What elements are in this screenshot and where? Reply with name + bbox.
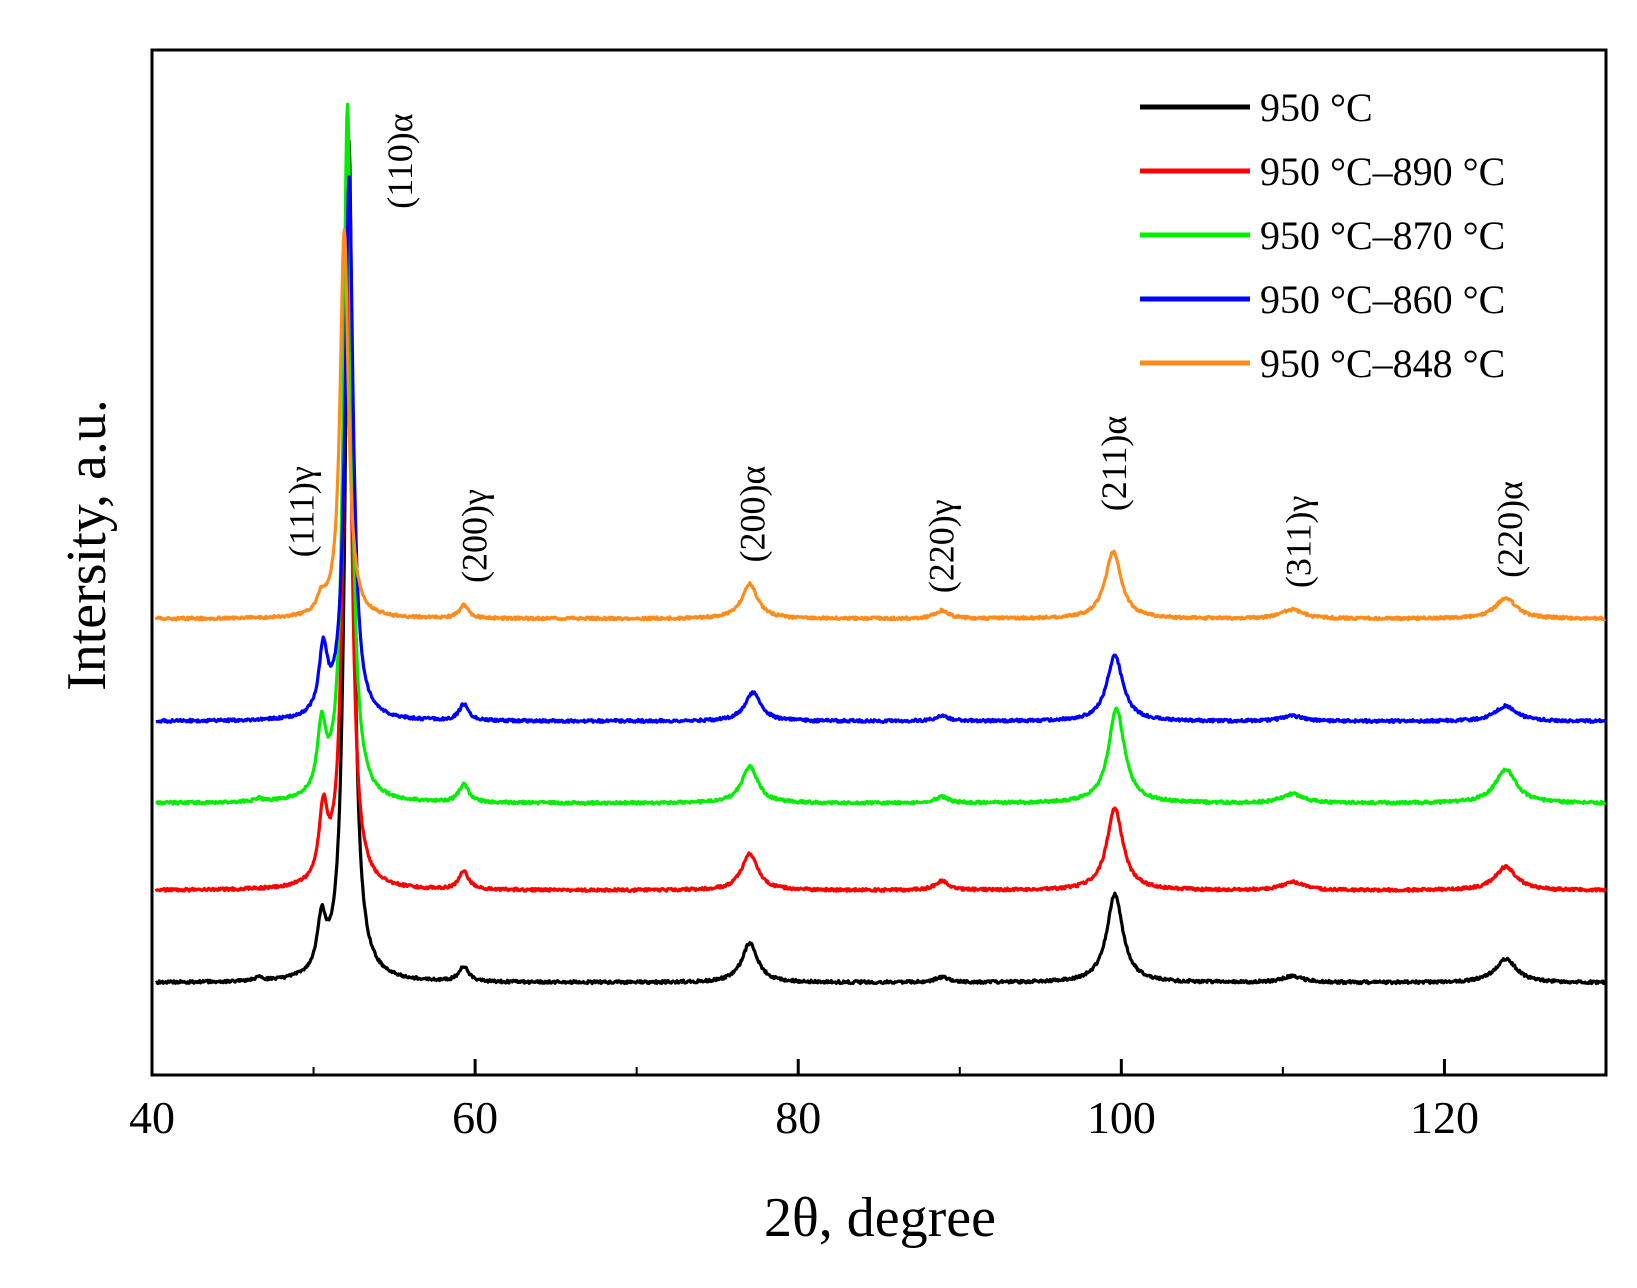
y-axis-title: Intersity, a.u. [56,399,118,691]
series-line-2 [154,218,1607,894]
peak-label: (220)α [1490,481,1530,578]
peak-label: (110)α [380,113,420,209]
x-tick-label: 120 [1410,1092,1479,1143]
series-line-3 [155,102,1607,806]
x-tick-label: 60 [452,1092,498,1143]
plot-frame [150,48,1608,1077]
legend: 950 °C 950 °C–890 °C 950 °C–870 °C 950 °C–8… [1140,85,1505,386]
series-line-4 [155,175,1607,725]
legend-label-3: 950 °C–870 °C [1260,213,1505,258]
series-line-1 [155,139,1607,986]
legend-label-4: 950 °C–860 °C [1260,277,1505,322]
peak-label: (200)γ [454,489,494,583]
peak-label: (200)α [732,466,772,563]
series-line-5 [154,227,1607,622]
x-tick-label: 40 [129,1092,175,1143]
x-tick-label: 80 [775,1092,821,1143]
peak-label: (211)α [1094,416,1134,512]
peak-label: (311)γ [1278,495,1318,588]
x-tick-label: 100 [1087,1092,1156,1143]
legend-label-2: 950 °C–890 °C [1260,149,1505,194]
peak-label: (111)γ [282,466,322,557]
peak-label: (220)γ [921,499,961,593]
plot-area: 40 60 80 100 120 (111)γ (110)α (200)γ (200)α (220… [129,48,1608,1143]
x-axis-title: 2θ, degree [764,1187,996,1249]
legend-label-5: 950 °C–848 °C [1260,341,1505,386]
legend-label-1: 950 °C [1260,85,1373,130]
